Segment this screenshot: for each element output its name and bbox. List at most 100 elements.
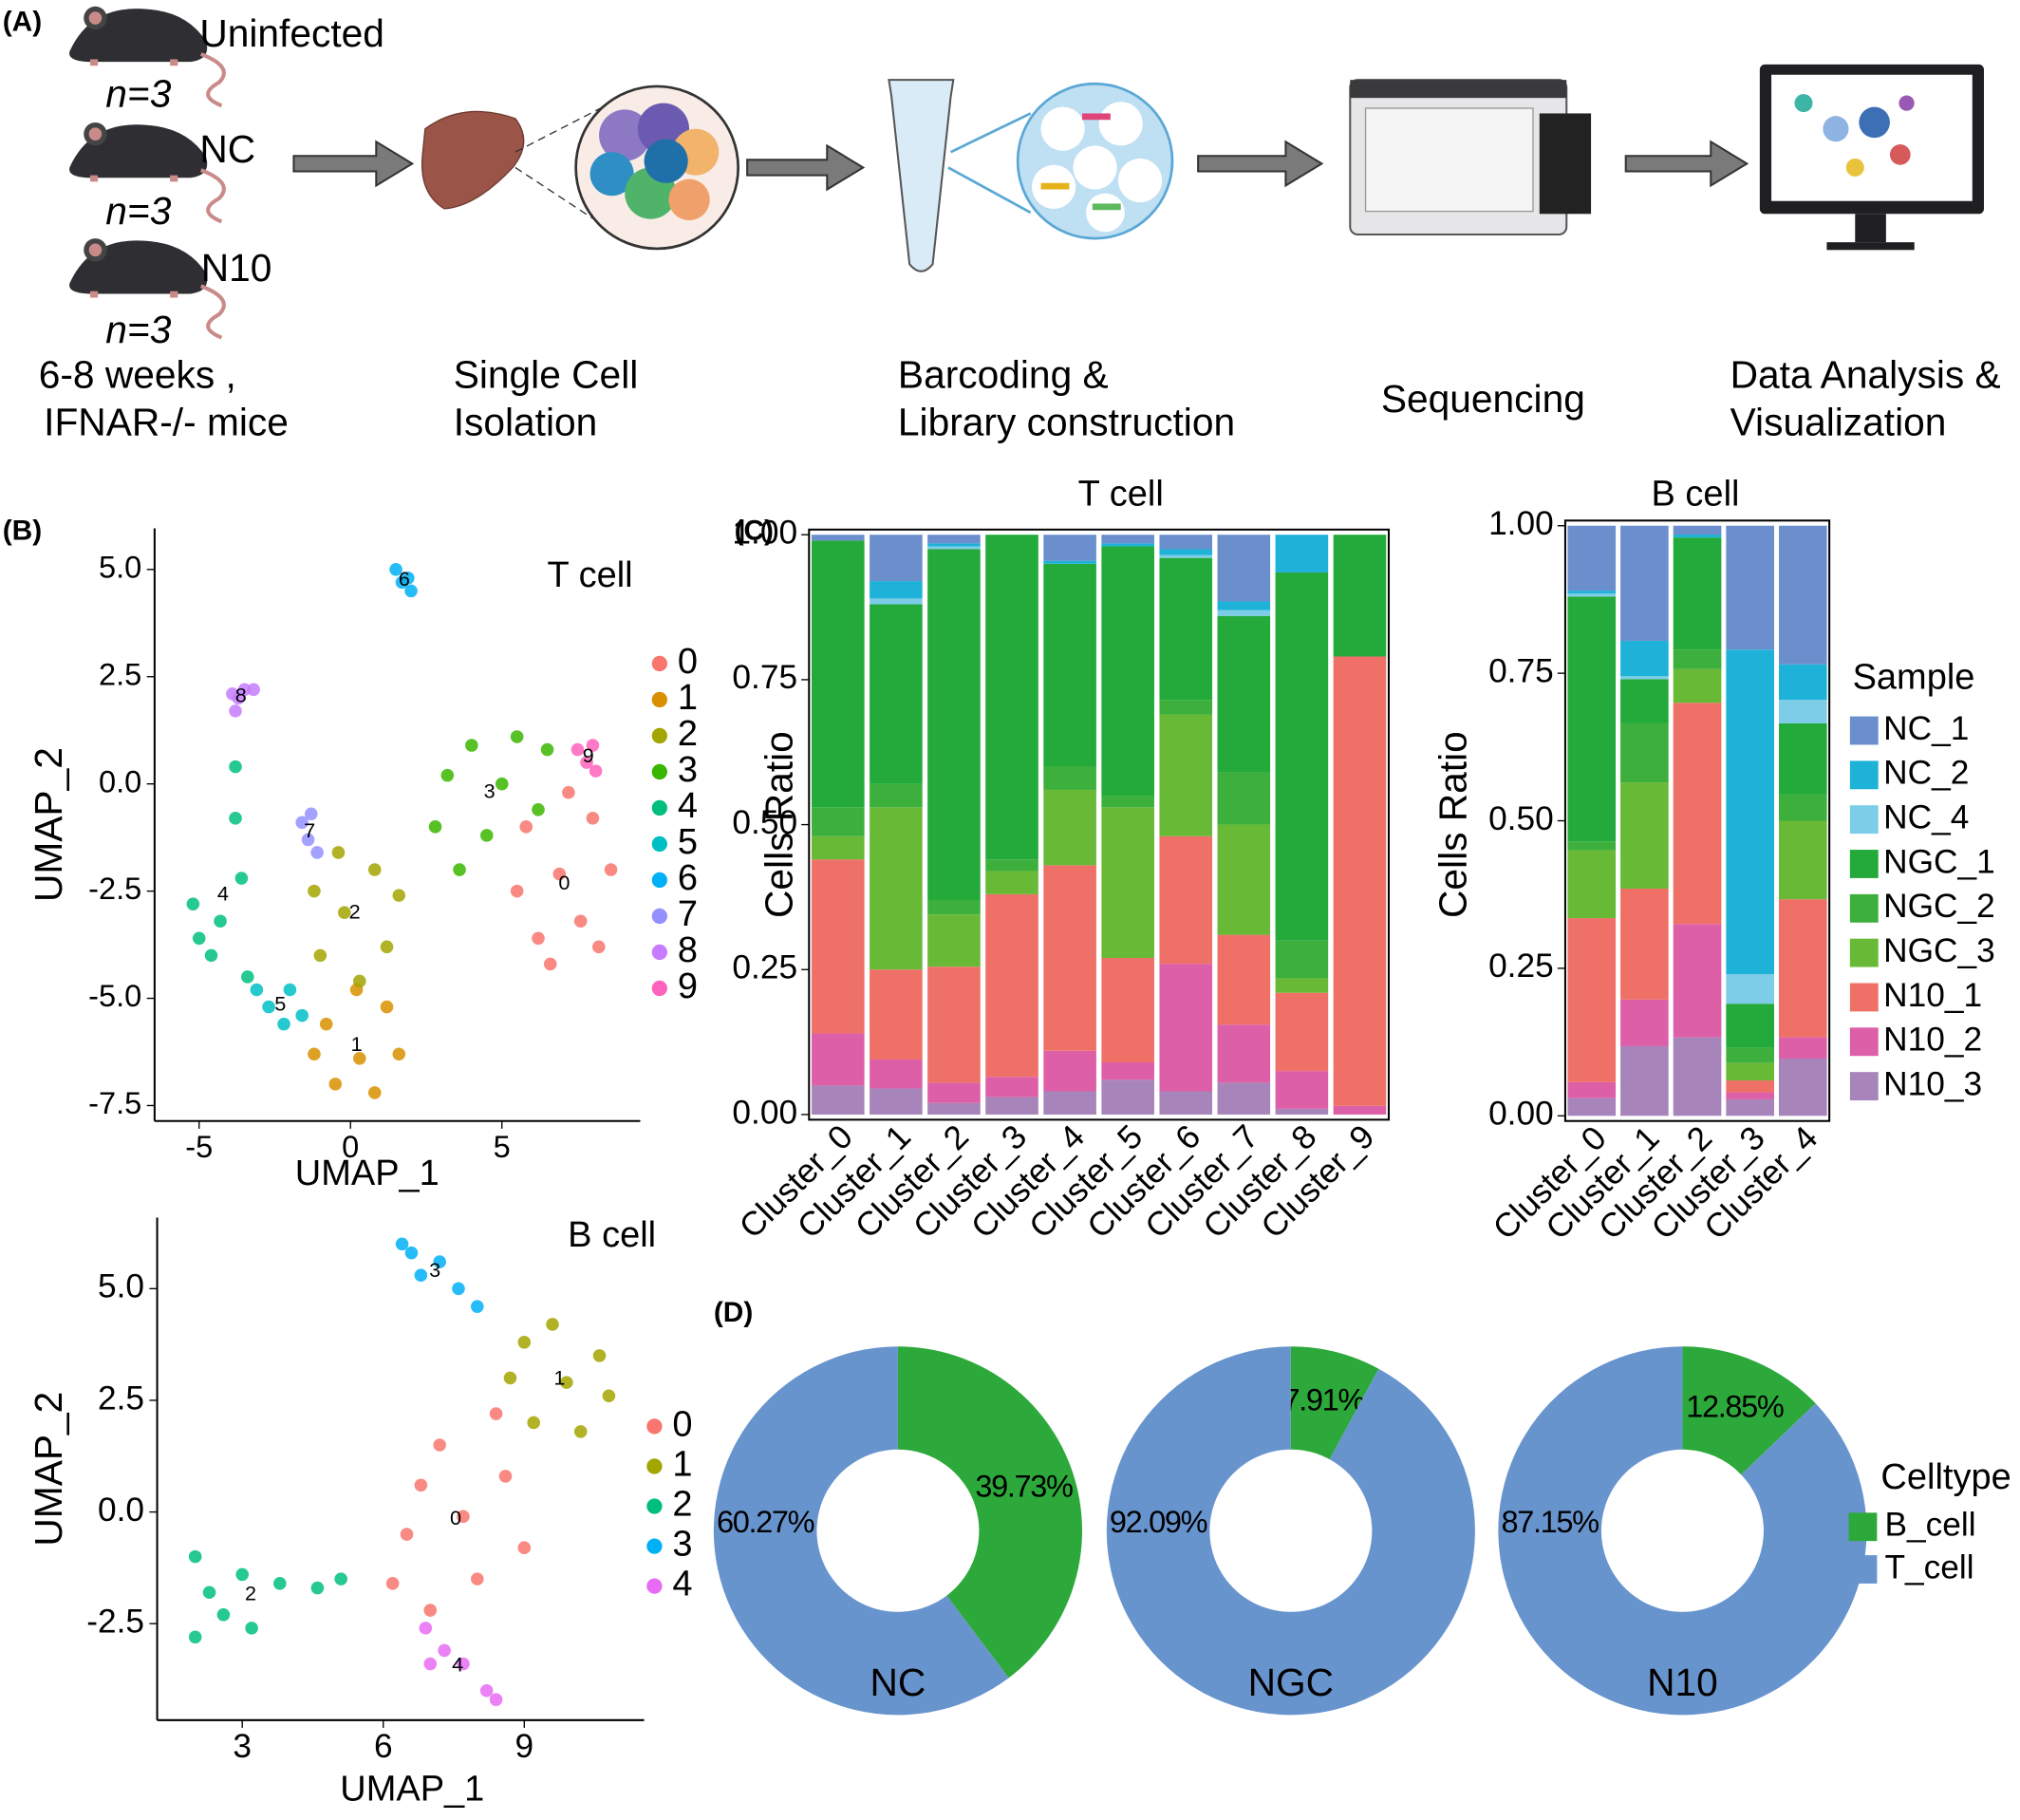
bar-segment	[1567, 1098, 1617, 1116]
point	[423, 1657, 438, 1671]
legend-label: N10_3	[1883, 1065, 1982, 1102]
x-axis-label: UMAP_1	[340, 1769, 484, 1809]
point	[532, 931, 545, 946]
step-label: Isolation	[454, 401, 598, 444]
bar-segment	[1333, 656, 1387, 1106]
step-label: Library construction	[898, 401, 1235, 444]
x-tick-label: 9	[514, 1728, 533, 1765]
point	[592, 1349, 607, 1362]
dot-cluster	[1859, 106, 1890, 139]
y-tick-label: 0.50	[1488, 800, 1554, 837]
bar-segment	[1217, 615, 1271, 773]
cells	[589, 103, 720, 221]
point	[570, 742, 585, 757]
bar-segment	[1779, 899, 1827, 1038]
dot-cluster	[1845, 158, 1864, 177]
bar-segment	[1275, 1071, 1329, 1109]
y-tick-label: 2.5	[98, 1379, 144, 1417]
bar-segment	[927, 1082, 981, 1103]
cluster-label: 7	[304, 818, 315, 842]
bar-segment	[1101, 543, 1154, 547]
legend-label: 4	[672, 1565, 692, 1604]
point	[519, 820, 533, 834]
bar-segment	[1673, 703, 1722, 925]
data-label: 7.91%	[1282, 1382, 1364, 1417]
point	[301, 833, 315, 847]
y-axis-label: Cells Ratio	[758, 731, 801, 918]
bar-segment	[927, 899, 981, 915]
point	[546, 1318, 559, 1331]
bar-segment	[1620, 999, 1669, 1046]
point	[586, 812, 600, 825]
data-label: 87.15%	[1501, 1505, 1599, 1539]
point	[586, 739, 600, 752]
bar-segment	[812, 859, 865, 1034]
y-tick-label: -7.5	[88, 1086, 141, 1120]
y-tick-label: -5.0	[88, 979, 141, 1013]
bar-segment	[870, 604, 923, 784]
data-label: 12.85%	[1686, 1389, 1784, 1423]
point	[433, 1255, 446, 1268]
cluster-label: 0	[450, 1506, 461, 1529]
point	[503, 1371, 517, 1385]
point	[510, 884, 524, 898]
bar-segment	[1620, 782, 1669, 889]
droplet	[1098, 102, 1143, 146]
point	[532, 802, 545, 816]
point	[353, 974, 366, 988]
legend-label: 1	[672, 1444, 692, 1484]
bar-segment	[1779, 525, 1827, 665]
point	[580, 756, 593, 769]
legend-swatch	[646, 1498, 663, 1514]
point	[400, 1528, 414, 1541]
bar-segment	[1043, 563, 1096, 767]
y-axis-label: UMAP_2	[27, 747, 70, 902]
bar-segment	[1673, 668, 1722, 704]
legend-label: NC_2	[1883, 755, 1969, 792]
point	[188, 1549, 202, 1564]
bar-segment	[927, 966, 981, 1083]
point	[186, 897, 200, 910]
bar-segment	[1567, 841, 1617, 851]
panel-label: (C)	[735, 515, 774, 546]
point	[331, 846, 346, 859]
point	[540, 742, 554, 757]
bar-segment	[1159, 835, 1213, 965]
step-label: Barcoding &	[898, 352, 1109, 396]
bar-segment	[1217, 772, 1271, 825]
data-label: 92.09%	[1110, 1505, 1207, 1539]
bar-segment	[1159, 964, 1213, 1092]
bar-segment	[1620, 676, 1669, 680]
legend-swatch	[651, 944, 667, 961]
bar-segment	[870, 783, 923, 808]
point	[517, 1335, 532, 1349]
point	[604, 863, 618, 876]
bar-segment	[1779, 664, 1827, 701]
bar-segment	[1567, 593, 1617, 597]
step-label: IFNAR-/- mice	[44, 401, 289, 444]
legend-label: T_cell	[1885, 1548, 1974, 1585]
point	[204, 948, 218, 963]
monitor-stand	[1855, 214, 1886, 243]
point	[457, 1510, 470, 1524]
point	[308, 1047, 321, 1061]
point	[517, 1541, 532, 1554]
y-tick-label: 0.75	[732, 659, 797, 696]
point	[573, 914, 588, 929]
droplet	[1040, 106, 1085, 151]
bar-segment	[870, 1059, 923, 1089]
point	[395, 1237, 409, 1251]
bar-segment	[1043, 789, 1096, 866]
liver-icon	[421, 110, 525, 210]
legend-swatch	[1848, 1512, 1878, 1542]
bar-segment	[927, 546, 981, 550]
point	[433, 1438, 446, 1452]
bar-segment	[985, 859, 1038, 872]
y-tick-label: 0.00	[1488, 1096, 1554, 1133]
legend-swatch	[646, 1538, 663, 1554]
legend-swatch	[651, 691, 667, 708]
bar-segment	[985, 893, 1038, 1078]
point	[423, 1604, 438, 1617]
point	[247, 683, 260, 697]
point	[453, 863, 466, 876]
